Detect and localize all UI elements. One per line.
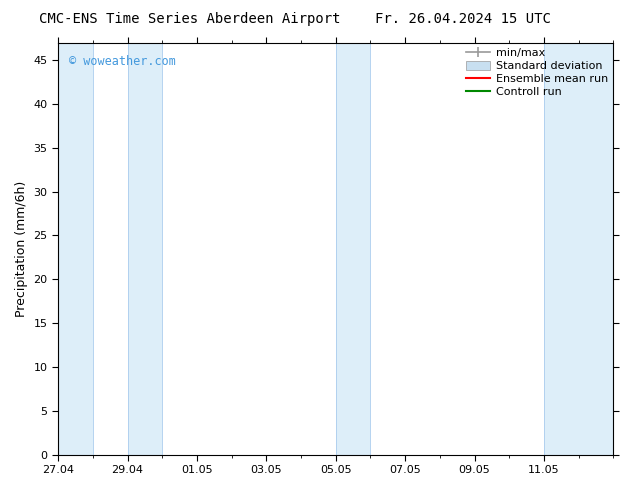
Bar [58,43,93,455]
Legend: min/max, Standard deviation, Ensemble mean run, Controll run: min/max, Standard deviation, Ensemble me… [463,46,610,99]
Bar [544,43,614,455]
Bar [336,43,370,455]
Text: Fr. 26.04.2024 15 UTC: Fr. 26.04.2024 15 UTC [375,12,551,26]
Bar [127,43,162,455]
Text: © woweather.com: © woweather.com [69,55,176,68]
Text: CMC-ENS Time Series Aberdeen Airport: CMC-ENS Time Series Aberdeen Airport [39,12,341,26]
Y-axis label: Precipitation (mm/6h): Precipitation (mm/6h) [15,180,28,317]
